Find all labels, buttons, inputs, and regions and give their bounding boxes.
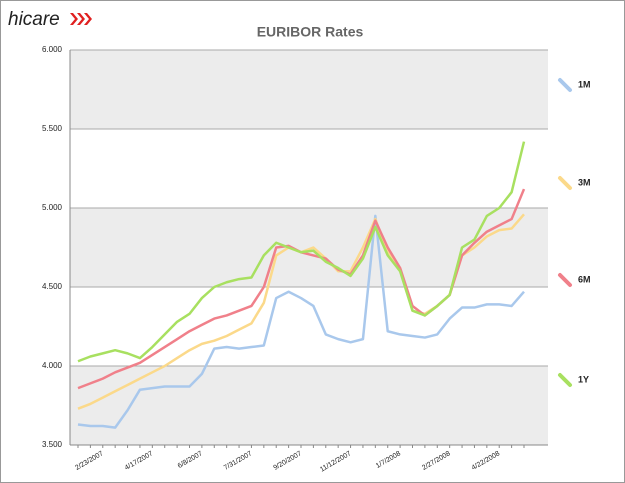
series-line [77, 214, 525, 429]
grid-band [70, 366, 548, 445]
y-tick-label: 3.500 [42, 440, 63, 449]
legend-swatch [558, 373, 572, 387]
y-tick-label: 6.000 [42, 45, 63, 54]
y-tick-label: 4.500 [42, 282, 63, 291]
legend-label: 1M [578, 79, 591, 89]
logo-chevrons [70, 13, 92, 25]
y-tick-label: 5.500 [42, 124, 63, 133]
legend-label: 3M [578, 177, 591, 187]
logo: hicare [8, 9, 60, 30]
legend-label: 1Y [578, 374, 589, 384]
legend-label: 6M [578, 274, 591, 284]
legend-swatch [558, 273, 572, 287]
y-tick-label: 5.000 [42, 203, 63, 212]
y-tick-label: 4.000 [42, 361, 63, 370]
series-line [77, 141, 526, 363]
legend-swatch [558, 78, 572, 92]
grid-band [70, 50, 548, 129]
legend-swatch [558, 176, 572, 190]
chart-title: EURIBOR Rates [257, 24, 364, 40]
